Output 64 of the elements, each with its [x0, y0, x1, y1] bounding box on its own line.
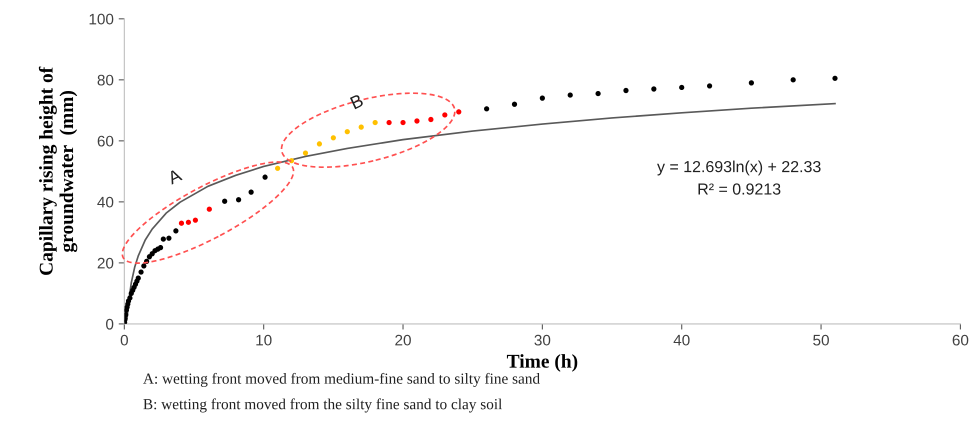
x-tick-label: 60: [952, 334, 968, 346]
point: [428, 116, 434, 122]
point: [178, 220, 184, 226]
x-tick-label: 40: [674, 334, 690, 346]
point: [540, 96, 545, 101]
point: [330, 135, 336, 140]
point: [748, 80, 754, 86]
point: [679, 84, 684, 90]
annotation: B: [350, 94, 364, 110]
y-tick-label: 0: [106, 318, 114, 330]
x-tick-label: 30: [534, 334, 550, 346]
point: [138, 269, 144, 275]
point: [414, 118, 420, 124]
point: [706, 83, 712, 89]
y-tick-label: 100: [90, 14, 114, 24]
point: [344, 129, 350, 134]
point: [832, 76, 838, 81]
x-tick-label: 10: [256, 334, 272, 346]
point: [136, 276, 141, 281]
point: [160, 236, 166, 242]
annotation: y = 12.693ln(x) + 22.33: [657, 160, 821, 176]
point: [192, 218, 198, 223]
x-tick-label: 0: [120, 334, 128, 346]
point: [623, 88, 629, 94]
point: [358, 124, 364, 130]
point: [596, 90, 601, 96]
point: [206, 206, 212, 212]
point: [124, 316, 128, 322]
x-tick-label: 50: [813, 334, 829, 346]
point: [248, 190, 254, 195]
point: [173, 228, 178, 234]
y-tick-label: 40: [97, 196, 114, 208]
point: [568, 92, 573, 98]
point: [790, 77, 796, 82]
y-tick-label: 60: [98, 136, 114, 147]
point: [166, 236, 172, 241]
text: B: wetting front moved from the silty fine sand to clay soil: [143, 398, 502, 412]
y-axis-title: Capillary rising height of groundwater (mm): [38, 66, 78, 275]
point: [442, 112, 448, 118]
y-tick-label: 80: [98, 74, 114, 86]
point: [484, 106, 490, 112]
y-tick-label: 20: [98, 258, 114, 269]
text: A: wetting front moved from medium-fine sand to silty fine sand: [143, 372, 540, 387]
point: [262, 174, 268, 180]
x-tick-label: 20: [395, 334, 411, 346]
point: [186, 220, 192, 225]
point: [651, 86, 656, 92]
point: [512, 102, 518, 107]
point: [456, 109, 462, 114]
point: [372, 120, 378, 126]
annotation: R² = 0.9213: [698, 183, 780, 195]
point: [302, 150, 308, 156]
point: [400, 120, 406, 126]
point: [124, 312, 128, 318]
point: [127, 295, 133, 301]
x-axis-title: Time (h): [506, 354, 578, 372]
point: [275, 166, 280, 171]
point: [158, 245, 164, 250]
annotation: A: [166, 168, 183, 185]
point: [222, 198, 228, 204]
point: [141, 263, 146, 269]
point: [236, 197, 242, 202]
point: [316, 141, 322, 146]
point: [386, 120, 392, 126]
